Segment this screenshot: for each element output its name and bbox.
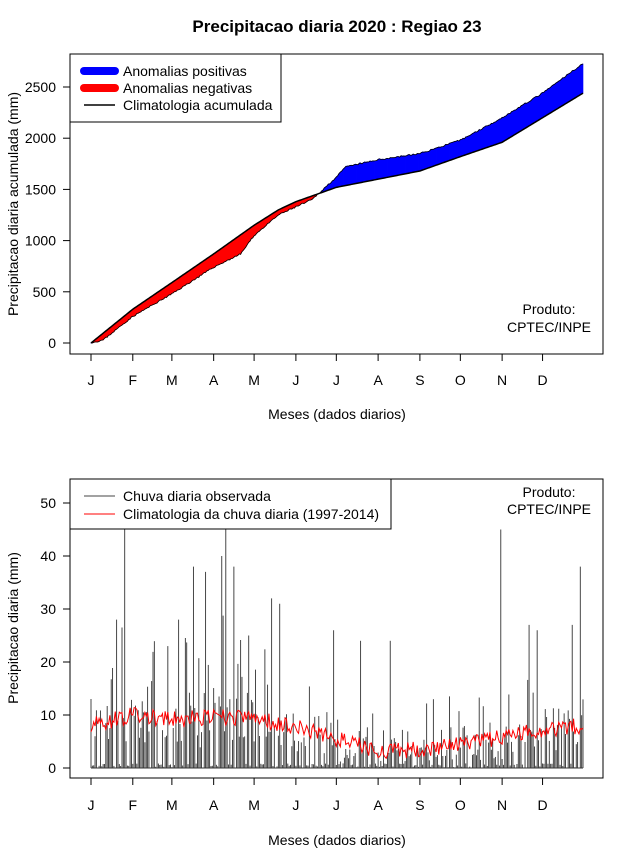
- chart-title: Precipitacao diaria 2020 : Regiao 23: [192, 17, 481, 36]
- x-tick-label: O: [455, 372, 466, 388]
- x-tick-label: J: [292, 372, 299, 388]
- y-tick-label: 2500: [25, 79, 56, 95]
- legend-label-climatology-daily: Climatologia da chuva diaria (1997-2014): [123, 506, 379, 522]
- y-tick-label: 500: [33, 284, 57, 300]
- observed-daily-bars: [90, 503, 584, 769]
- y-tick-label: 30: [40, 601, 56, 617]
- x-tick-label: N: [497, 797, 507, 813]
- x-tick-label: S: [415, 372, 424, 388]
- y-tick-label: 1000: [25, 233, 56, 249]
- x-tick-label: M: [166, 372, 178, 388]
- bottom-y-axis-label: Precipitacao diaria (mm): [5, 552, 21, 704]
- x-tick-label: O: [455, 797, 466, 813]
- y-tick-label: 0: [48, 760, 56, 776]
- top-credit-line1: Produto:: [523, 301, 576, 317]
- top-plot-area: [90, 63, 584, 344]
- legend-label-climatology: Climatologia acumulada: [123, 97, 273, 113]
- positive-anomaly-segment: [581, 63, 584, 95]
- x-tick-label: J: [88, 797, 95, 813]
- top-legend: Anomalias positivas Anomalias negativas …: [69, 53, 282, 123]
- x-tick-label: D: [537, 797, 547, 813]
- bottom-credit-line1: Produto:: [523, 484, 576, 500]
- bottom-y-axis: 0 10 20 30 40 50: [40, 495, 70, 776]
- y-tick-label: 1500: [25, 181, 56, 197]
- y-tick-label: 2000: [25, 130, 56, 146]
- y-tick-label: 0: [48, 335, 56, 351]
- bottom-credit-line2: CPTEC/INPE: [507, 501, 591, 517]
- bottom-x-axis-label: Meses (dados diarios): [268, 832, 406, 848]
- x-tick-label: J: [88, 372, 95, 388]
- y-tick-label: 40: [40, 548, 56, 564]
- x-tick-label: F: [129, 797, 138, 813]
- x-tick-label: A: [373, 372, 383, 388]
- bottom-plot-area: [90, 503, 584, 769]
- x-tick-label: M: [166, 797, 178, 813]
- x-tick-label: M: [248, 797, 260, 813]
- top-x-axis-label: Meses (dados diarios): [268, 406, 406, 422]
- y-tick-label: 20: [40, 654, 56, 670]
- x-tick-label: A: [209, 797, 219, 813]
- x-tick-label: A: [209, 372, 219, 388]
- observed-accumulated-line: [91, 63, 584, 344]
- x-tick-label: F: [129, 372, 138, 388]
- climatology-accumulated-line: [90, 92, 584, 344]
- top-y-axis-label: Precipitacao diaria acumulada (mm): [5, 92, 21, 316]
- x-tick-label: D: [537, 372, 547, 388]
- bottom-legend-box: [69, 478, 392, 530]
- x-tick-label: J: [333, 372, 340, 388]
- legend-label-negative: Anomalias negativas: [123, 80, 252, 96]
- x-tick-label: M: [248, 372, 260, 388]
- bottom-legend: Chuva diaria observada Climatologia da c…: [69, 478, 392, 530]
- top-y-axis: 0 500 1000 1500 2000 2500: [25, 79, 70, 351]
- climatology-daily-line: [90, 707, 584, 760]
- top-credit-line2: CPTEC/INPE: [507, 319, 591, 335]
- x-tick-label: J: [333, 797, 340, 813]
- y-tick-label: 50: [40, 495, 56, 511]
- negative-anomaly-fill: [92, 192, 320, 344]
- legend-label-observed: Chuva diaria observada: [123, 488, 271, 504]
- x-tick-label: J: [292, 797, 299, 813]
- x-tick-label: A: [373, 797, 383, 813]
- x-tick-label: N: [497, 372, 507, 388]
- y-tick-label: 10: [40, 707, 56, 723]
- x-tick-label: S: [415, 797, 424, 813]
- legend-label-positive: Anomalias positivas: [123, 63, 247, 79]
